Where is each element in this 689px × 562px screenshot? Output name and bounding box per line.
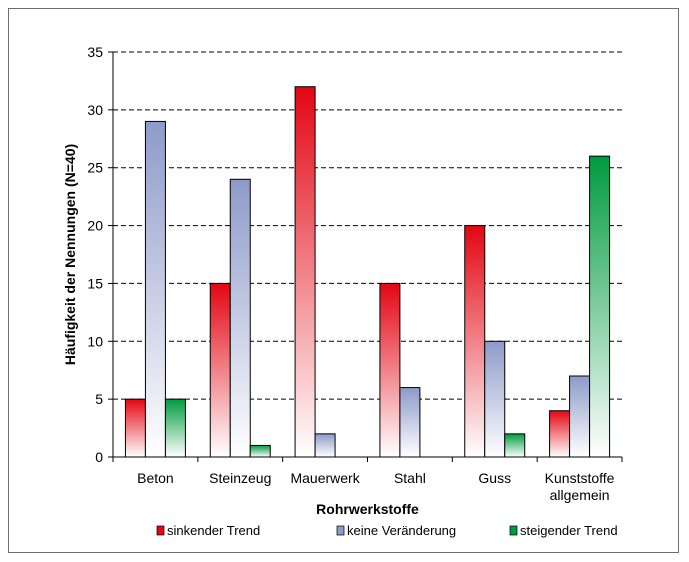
data-label: 2 [322, 419, 329, 433]
bar-2-4 [504, 433, 526, 458]
bar-1-4 [484, 340, 506, 458]
data-label: 24 [234, 164, 248, 178]
bar-2-1 [249, 444, 271, 458]
bar-2-5 [589, 155, 611, 458]
x-tick-label: Guss [478, 470, 511, 486]
x-tick-labels: Beton Steinzeug Mauerwerk Stahl Guss Kunststo… [137, 470, 615, 503]
y-tick-label: 15 [87, 275, 103, 291]
data-label: 20 [468, 211, 482, 225]
bar-1-1 [229, 178, 251, 458]
bar-1-3 [399, 387, 421, 458]
bar-0-0 [124, 398, 146, 458]
bar-1-0 [144, 120, 166, 458]
y-tick-labels: 0 5 10 15 20 25 30 35 [87, 44, 103, 465]
y-tick-label: 0 [95, 449, 103, 465]
axes [108, 51, 623, 462]
data-label: 1 [257, 430, 264, 444]
y-tick-label: 20 [87, 218, 103, 234]
grid-lines [113, 51, 622, 400]
x-tick-label: Steinzeug [209, 470, 271, 486]
data-label: 10 [488, 326, 502, 340]
data-label: 32 [298, 72, 312, 86]
legend-label: sinkender Trend [167, 523, 260, 538]
legend-swatch [509, 525, 518, 536]
bar-2-0 [164, 398, 186, 458]
x-tick-label: Stahl [394, 470, 426, 486]
data-label: 2 [511, 419, 518, 433]
y-axis-label: Häufigkeit der Nennungen (N=40) [62, 144, 78, 365]
data-label: 15 [383, 268, 397, 282]
y-tick-label: 10 [87, 333, 103, 349]
bar-0-2 [294, 86, 316, 458]
bar-0-3 [379, 282, 401, 458]
legend: sinkender Trend keine Veränderung steigend… [156, 523, 618, 538]
x-tick-label: Kunststoffe allgemein [545, 470, 615, 503]
bar-1-5 [569, 375, 591, 458]
data-label: 6 [407, 373, 414, 387]
legend-label: steigender Trend [520, 523, 618, 538]
data-label: 4 [556, 396, 563, 410]
y-tick-label: 30 [87, 102, 103, 118]
legend-label: keine Veränderung [347, 523, 456, 538]
data-label: 5 [132, 384, 139, 398]
chart-frame [8, 8, 679, 553]
data-label: 26 [593, 141, 607, 155]
x-tick-label: Beton [137, 470, 174, 486]
bar-0-1 [209, 282, 231, 458]
y-tick-label: 35 [87, 44, 103, 60]
x-tick-label: Mauerwerk [290, 470, 360, 486]
data-label: 7 [576, 361, 583, 375]
bar-0-5 [549, 410, 571, 458]
data-label: 29 [149, 106, 163, 120]
x-axis-label: Rohrwerkstoffe [316, 501, 419, 517]
y-tick-label: 5 [95, 391, 103, 407]
legend-swatch [156, 525, 165, 536]
legend-swatch [336, 525, 345, 536]
bar-0-4 [464, 225, 486, 458]
y-tick-label: 25 [87, 160, 103, 176]
data-label: 5 [172, 384, 179, 398]
bar-1-2 [314, 433, 336, 458]
data-label: 15 [214, 268, 228, 282]
